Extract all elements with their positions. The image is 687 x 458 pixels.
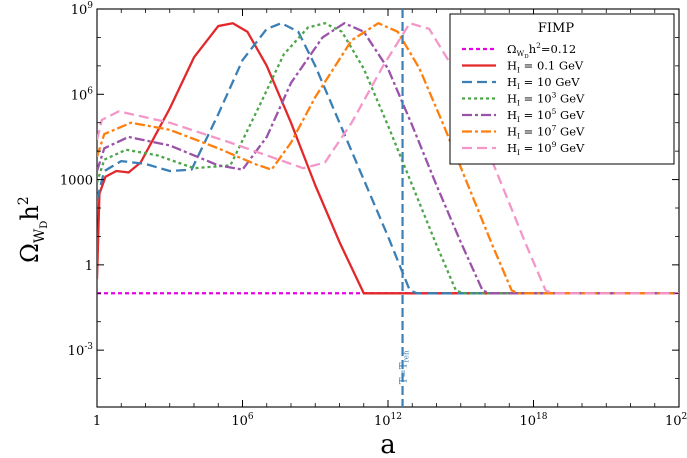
legend-label: HI = 105 GeV xyxy=(507,107,585,124)
x-axis-title: a xyxy=(380,430,396,458)
series-line-0 xyxy=(97,22,679,295)
legend-label: HI = 0.1 GeV xyxy=(507,59,584,75)
series-line-5 xyxy=(97,22,679,295)
y-tick-label: 10-3 xyxy=(68,342,94,359)
series-line-1 xyxy=(97,22,679,295)
series-line-4 xyxy=(97,22,679,295)
legend-title: FIMP xyxy=(538,21,574,36)
x-tick-label: 1012 xyxy=(374,412,402,429)
series-line-3 xyxy=(97,22,679,295)
series-line-2 xyxy=(97,22,679,295)
legend-label: HI = 109 GeV xyxy=(507,140,585,157)
reheating-label: T=Treh xyxy=(399,350,411,384)
x-tick-label: 1018 xyxy=(520,412,548,429)
y-tick-label: 106 xyxy=(71,86,94,103)
legend-label: HI = 107 GeV xyxy=(507,124,585,141)
x-tick-label: 1024 xyxy=(665,412,687,429)
y-tick-label: 109 xyxy=(71,1,94,18)
y-axis-title: ΩWDh2 xyxy=(16,196,50,263)
legend-label: ΩWDh2=0.12 xyxy=(507,41,576,60)
x-tick-label: 1 xyxy=(93,414,101,429)
legend-box xyxy=(449,13,675,165)
x-tick-label: 106 xyxy=(231,412,254,429)
y-tick-label: 1 xyxy=(85,259,93,274)
y-tick-label: 1000 xyxy=(60,174,93,189)
legend-label: HI = 10 GeV xyxy=(507,75,580,91)
legend-label: HI = 103 GeV xyxy=(507,91,585,108)
